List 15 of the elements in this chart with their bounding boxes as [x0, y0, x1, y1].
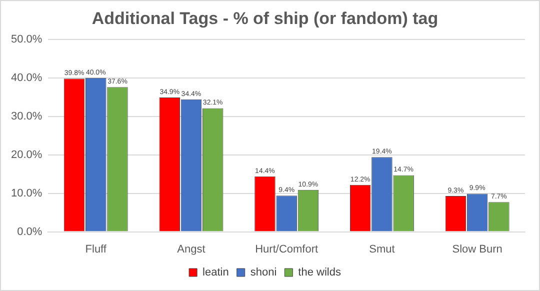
x-tick-label: Hurt/Comfort	[255, 243, 318, 256]
y-tick-label: 20.0%	[10, 148, 42, 161]
legend-label: the wilds	[298, 266, 342, 279]
y-tick-label: 0.0%	[17, 226, 42, 238]
y-tick-label: 50.0%	[10, 33, 42, 46]
legend-label: shoni	[250, 266, 277, 279]
legend-label: leatin	[202, 266, 229, 279]
y-tick-label: 30.0%	[10, 110, 42, 122]
y-tick-label: 10.0%	[10, 187, 42, 200]
x-tick-label: Smut	[369, 243, 395, 256]
x-tick-label: Angst	[177, 243, 206, 256]
x-tick-label: Slow Burn	[452, 243, 502, 256]
y-tick-label: 40.0%	[10, 72, 42, 84]
chart-title: Additional Tags - % of ship (or fandom) tag	[92, 8, 438, 28]
x-tick-label: Fluff	[85, 243, 108, 256]
